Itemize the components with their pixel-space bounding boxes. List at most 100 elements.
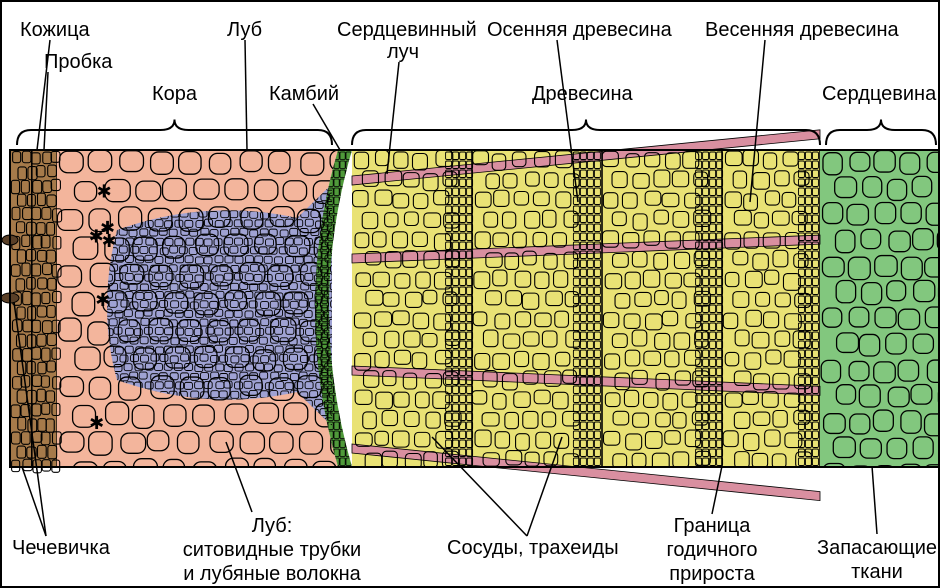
tissue-shape <box>346 179 351 187</box>
diagram-label: Чечевичка <box>12 537 111 559</box>
leader-line <box>872 466 877 534</box>
tissue-shape <box>330 322 352 344</box>
tissue-shape <box>334 260 339 268</box>
tissue-shape <box>334 305 339 313</box>
tissue-shape <box>340 323 345 331</box>
tissue-shape <box>346 224 351 232</box>
leader-line <box>313 104 340 150</box>
tissue-shape <box>346 368 351 376</box>
tissue-shape <box>346 287 351 295</box>
tissue-shape <box>340 287 345 295</box>
tissue-shape <box>340 413 345 421</box>
tissue-shape <box>346 188 351 196</box>
diagram-label: Сосуды, трахеиды <box>447 537 619 559</box>
tissue-shape <box>346 440 351 448</box>
diagram-label: луч <box>387 41 419 63</box>
tissue-shape <box>346 260 351 268</box>
leader-line <box>245 40 247 150</box>
tissue-shape <box>340 359 345 367</box>
diagram-label: ✱ <box>89 413 104 433</box>
leader-line <box>22 467 46 536</box>
tissue-shape <box>346 278 351 286</box>
diagram-label: Древесина <box>532 83 634 105</box>
tissue-shape <box>334 341 339 349</box>
tissue-shape <box>346 395 351 403</box>
tissue-shape <box>340 206 345 214</box>
tissue-shape <box>334 332 339 340</box>
tissue-shape <box>334 314 339 322</box>
tissue-shape <box>340 368 345 376</box>
tissue-shape <box>346 296 351 304</box>
tissue-shape <box>340 269 345 277</box>
tissue-shape <box>346 359 351 367</box>
tissue-shape <box>340 386 345 394</box>
diagram-label: Весенняя древесина <box>705 19 900 41</box>
diagram-label: Камбий <box>269 83 339 105</box>
tissue-shape <box>340 341 345 349</box>
diagram-label: Запасающие <box>817 537 937 559</box>
label-lub: Луб <box>227 19 262 41</box>
tissue-shape <box>334 368 339 376</box>
diagram-label: Осенняя древесина <box>487 19 673 41</box>
tissue-shape <box>340 305 345 313</box>
tissue-shape <box>334 233 339 241</box>
tissue-shape <box>17 120 332 146</box>
tissue-shape <box>334 377 339 385</box>
diagram-label: прироста <box>669 563 755 585</box>
tissue-shape <box>340 215 345 223</box>
tissue-shape <box>340 377 345 385</box>
tissue-shape <box>346 386 351 394</box>
tissue-shape <box>334 296 339 304</box>
tissue-shape <box>346 404 351 412</box>
tissue-shape <box>340 233 345 241</box>
tissue-shape <box>346 422 351 430</box>
tissue-shape <box>346 233 351 241</box>
tissue-shape <box>340 350 345 358</box>
tissue-shape <box>340 314 345 322</box>
diagram-label: Луб: <box>252 515 293 537</box>
diagram-label: Сердцевинный <box>337 19 477 41</box>
tissue-shape <box>346 377 351 385</box>
tissue-shape <box>346 341 351 349</box>
tissue-shape <box>340 251 345 259</box>
tissue-shape <box>334 269 339 277</box>
diagram-label: и лубяные волокна <box>183 563 361 585</box>
tissue-shape <box>346 431 351 439</box>
diagram-label: годичного <box>667 539 758 561</box>
tissue-shape <box>340 395 345 403</box>
tissue-shape <box>346 305 351 313</box>
tissue-shape <box>334 359 339 367</box>
tissue-shape <box>346 197 351 205</box>
diagram-label: ткани <box>851 561 903 583</box>
tissue-shape <box>346 269 351 277</box>
tissue-shape <box>334 251 339 259</box>
diagram-label: Граница <box>674 515 752 537</box>
tissue-shape <box>346 206 351 214</box>
tissue-shape <box>334 278 339 286</box>
tissue-shape <box>346 323 351 331</box>
tissue-shape <box>346 350 351 358</box>
tissue-shape <box>334 350 339 358</box>
tissue-shape <box>346 413 351 421</box>
tissue-shape <box>826 120 936 146</box>
diagram-label: ✱ <box>89 226 104 246</box>
diagram-label: ✱ <box>97 181 112 201</box>
tissue-shape <box>340 278 345 286</box>
tissue-shape <box>346 242 351 250</box>
tissue-shape <box>874 466 895 487</box>
tissue-shape <box>334 242 339 250</box>
diagram-label: Пробка <box>44 51 113 73</box>
tissue-shape <box>340 242 345 250</box>
label-kozhica: Кожица <box>20 19 91 41</box>
tissue-shape <box>340 332 345 340</box>
tissue-shape <box>346 215 351 223</box>
diagram-label: Кора <box>152 83 198 105</box>
diagram-label: Сердцевина <box>822 83 937 105</box>
tissue-shape <box>334 323 339 331</box>
tissue-shape <box>850 466 871 485</box>
tissue-shape <box>334 287 339 295</box>
tissue-shape <box>346 251 351 259</box>
tissue-shape <box>340 404 345 412</box>
tissue-shape <box>340 197 345 205</box>
tissue-shape <box>346 314 351 322</box>
